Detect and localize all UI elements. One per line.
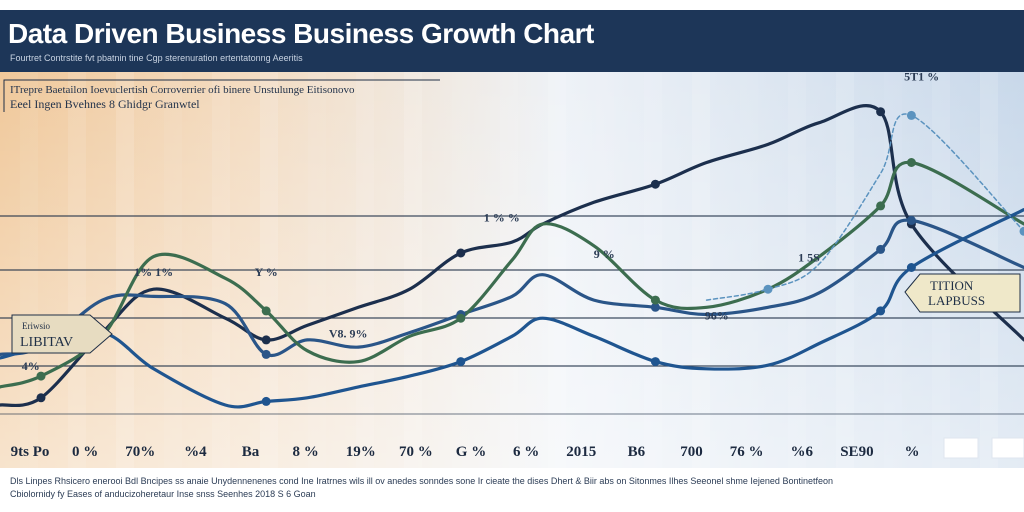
title-banner: Data Driven Business Business Growth Cha…: [0, 10, 1024, 72]
data-point: [456, 248, 466, 258]
footnote-line-1: Dls Linpes Rhsicero enerooi Bdl Bncipes …: [10, 476, 833, 486]
x-tick-label: G %: [456, 444, 486, 460]
callout-left-box: [11, 314, 113, 354]
data-point: [650, 302, 660, 312]
legend: ITrepre Baetailon Ioevuclertish Corrover…: [3, 79, 440, 112]
data-point: [906, 215, 916, 225]
data-point: [261, 306, 271, 316]
footnote: Dls Linpes Rhsicero enerooi Bdl Bncipes …: [0, 468, 1024, 512]
data-point: [456, 313, 466, 323]
annotation-label: 1 % %: [484, 211, 520, 225]
chart-title: Data Driven Business Business Growth Cha…: [8, 18, 594, 49]
x-axis-ticks: 9ts Po 0 % 70% %4 Ba 8 % 19% 70 % G % 6 % 2015 B6 70…: [11, 444, 920, 460]
x-tick-label: 8 %: [292, 444, 318, 460]
line-chart: 1% 1% Y % V8. 9% 1 % % 9 % 96% 1 5S 5T1 % 4% ITr…: [0, 72, 1024, 468]
annotation-label: 96%: [705, 308, 729, 322]
data-point: [456, 357, 466, 367]
data-point: [906, 158, 916, 167]
data-point: [650, 295, 660, 305]
data-point: [36, 371, 46, 381]
data-points: [36, 107, 1024, 406]
x-tick-label: Ba: [242, 444, 260, 460]
annotation-label: 1 5S: [798, 251, 820, 265]
annotation-label: V8. 9%: [329, 327, 368, 341]
data-point: [36, 393, 46, 403]
x-tick-label: %6: [791, 444, 814, 460]
legend-line-2: Eeel Ingen Bvehnes 8 Ghidgr Granwtel: [10, 97, 200, 111]
callout-right-line-2: LAPBUSS: [928, 293, 985, 308]
callout-left: Eriwsio LIBITAV: [11, 314, 113, 354]
legend-swatch-1: [943, 437, 979, 459]
data-point: [261, 349, 271, 359]
data-point: [650, 357, 660, 367]
series-lines: [0, 104, 1024, 409]
annotation-label: 5T1 %: [904, 72, 939, 84]
legend-line-1: ITrepre Baetailon Ioevuclertish Corrover…: [10, 84, 355, 96]
x-tick-label: 700: [680, 444, 703, 460]
x-tick-label: 76 %: [730, 444, 764, 460]
data-point: [650, 179, 660, 189]
x-tick-label: 9ts Po: [11, 444, 50, 460]
x-tick-label: 6 %: [513, 444, 539, 460]
data-point: [906, 263, 916, 272]
legend-bracket: [3, 79, 440, 112]
footnote-line-2: Cbiolornidy fy Eases of anducizoheretaur…: [10, 489, 316, 499]
callout-right-line-1: TITION: [930, 278, 974, 293]
x-tick-label: 2015: [566, 444, 596, 460]
chart-subtitle: Fourtret Contrstite fvt pbatnin tine Cgp…: [10, 53, 303, 63]
annotation-label: 4%: [22, 359, 40, 373]
x-tick-label: 0 %: [72, 444, 98, 460]
legend-swatch-2: [991, 437, 1024, 459]
data-point: [876, 244, 886, 254]
data-point: [763, 284, 773, 294]
callout-left-line-2: LIBITAV: [20, 335, 73, 350]
annotations: 1% 1% Y % V8. 9% 1 % % 9 % 96% 1 5S 5T1 % 4%: [22, 72, 939, 373]
data-point: [906, 110, 916, 120]
annotation-label: 1% 1%: [134, 265, 173, 279]
series-line: [0, 104, 1024, 408]
data-point: [876, 306, 886, 316]
x-tick-label: 19%: [346, 444, 376, 460]
annotation-label: Y %: [255, 265, 278, 279]
data-point: [1019, 226, 1024, 236]
x-tick-label: %4: [184, 444, 207, 460]
series-line: [0, 160, 1024, 389]
x-tick-label: B6: [628, 444, 646, 460]
x-tick-label: 70 %: [399, 444, 433, 460]
callout-left-line-1: Eriwsio: [22, 321, 50, 331]
x-tick-label: %: [905, 444, 920, 460]
data-point: [876, 201, 886, 211]
data-point: [261, 335, 271, 345]
x-tick-label: 70%: [125, 444, 155, 460]
callout-right-box: [904, 273, 1021, 313]
series-line: [0, 218, 1024, 358]
series-line: [0, 208, 1024, 409]
annotation-label: 9 %: [594, 247, 615, 261]
chart-area: 1% 1% Y % V8. 9% 1 % % 9 % 96% 1 5S 5T1 % 4% ITr…: [0, 72, 1024, 468]
callout-right: TITION LAPBUSS: [904, 273, 1021, 313]
data-point: [876, 107, 886, 117]
x-tick-label: SE90: [840, 444, 873, 460]
data-point: [261, 396, 271, 406]
